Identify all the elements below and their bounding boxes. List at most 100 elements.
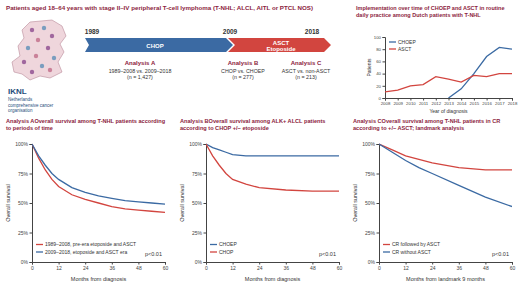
tick-label: 50% [192, 200, 203, 206]
tick-mark [204, 144, 207, 145]
legend-label: ASCT [398, 46, 411, 52]
tick: 2011 [419, 98, 429, 106]
tick: 0% [368, 259, 379, 265]
annotation: p<0.01 [145, 251, 162, 257]
axis-line [204, 145, 207, 263]
tick: 75% [18, 171, 32, 177]
tick-label: 60 [163, 265, 169, 271]
chart-title: Overall survival among T-NHL patients ac… [6, 118, 167, 131]
tick-label: 25% [365, 230, 376, 236]
axis-line [33, 263, 166, 265]
panel-label: Analysis C [353, 118, 382, 124]
tick: 2014 [457, 98, 467, 106]
tick-label: 60 [337, 265, 343, 271]
legend: CHOEPASCT [389, 39, 416, 52]
tick: 25% [18, 230, 32, 236]
tick: 0 [205, 262, 208, 271]
tick-label: 0% [368, 259, 376, 265]
chart-title: Implementation over time of CHOEP and AS… [356, 5, 506, 18]
tick: 0% [195, 259, 206, 265]
x-axis-title: Months from diagnosis [245, 276, 301, 282]
tick: 75% [192, 171, 206, 177]
tick-mark [383, 86, 386, 87]
tick: 50% [365, 200, 379, 206]
series-line [32, 144, 165, 212]
series-line [206, 144, 339, 156]
analysis-title: Analysis B [228, 60, 259, 66]
tick: 24 [257, 262, 263, 271]
analysis-text: (n = 277) [232, 74, 254, 80]
tick: 2010 [406, 98, 416, 106]
tick-mark [383, 61, 386, 62]
tick-label: 100 [374, 35, 382, 40]
tick: 50% [192, 200, 206, 206]
tick-label: 25% [18, 230, 29, 236]
tick-label: 2017 [495, 101, 505, 106]
tick: 60 [163, 262, 169, 271]
analysis-text: (n = 1,427) [127, 74, 153, 80]
tick: 60 [510, 262, 516, 271]
legend-label: 2009–2018, etoposide and ASCT era [45, 249, 127, 255]
tick-label: 24 [83, 265, 89, 271]
tick-mark [383, 98, 386, 99]
axis: 0% 25% 50% 75% 100% [362, 141, 379, 265]
map-dot [42, 26, 46, 30]
tick-label: 75% [18, 171, 29, 177]
axis-line [377, 145, 380, 263]
axis-line [207, 263, 340, 265]
tick: 2013 [444, 98, 454, 106]
plot-area [32, 144, 165, 212]
tick-label: 0 [205, 265, 208, 271]
analysis-text: CHOP vs. CHOEP [221, 68, 265, 74]
year: 2018 [305, 28, 320, 35]
axis: 0%25%50%75%100% [15, 141, 32, 265]
tick: 0 [378, 262, 381, 271]
series-line [449, 47, 513, 98]
x-axis-title: Year of diagnosis [429, 108, 468, 114]
page: Patients aged 18–64 years with stage II–… [0, 0, 520, 290]
phase-arrow [85, 38, 233, 52]
map-dot [48, 68, 52, 72]
tick-label: 2014 [457, 101, 467, 106]
tick-label: 100% [362, 141, 375, 147]
chart-title: Overall survival among T-NHL patients in… [353, 118, 502, 131]
tick-mark [30, 203, 33, 204]
tick-mark [204, 233, 207, 234]
tick: 24 [430, 262, 436, 271]
tick: 50% [18, 200, 32, 206]
series-line [385, 74, 512, 92]
panel-label: Analysis B [180, 118, 209, 124]
analysis-text: (n = 213) [295, 74, 317, 80]
map-dot [34, 54, 38, 58]
tick: 2017 [495, 98, 505, 106]
map-dot [36, 38, 40, 42]
tick-mark [377, 144, 380, 145]
tick-label: 75% [192, 171, 203, 177]
map-dot [46, 46, 50, 50]
y-axis-title: Patients [366, 58, 372, 77]
legend-label: CR followed by ASCT [392, 241, 440, 247]
tick-label: 50% [365, 200, 376, 206]
tick-label: 60 [376, 59, 381, 64]
axis: 020406080100 [374, 35, 386, 101]
logo-text: comprehensive cancer [8, 103, 54, 108]
x-axis-title: Months from diagnosis [71, 276, 127, 282]
map [12, 20, 66, 80]
chart: Implementation over time of CHOEP and AS… [356, 5, 518, 114]
tick: 100% [15, 141, 32, 147]
tick-label: 0 [379, 96, 382, 101]
tick-label: 48 [483, 265, 489, 271]
tick-label: 60 [510, 265, 516, 271]
map-shape [12, 20, 66, 80]
legend-swatch [389, 41, 396, 42]
year: 1989 [85, 28, 100, 35]
tick: 2018 [508, 98, 518, 106]
chart-title: Overall survival among ALK+ ALCL patient… [180, 118, 327, 131]
tick-label: 12 [230, 265, 236, 271]
tick-mark [204, 262, 207, 263]
tick-label: 75% [365, 171, 376, 177]
map-dot [26, 46, 30, 50]
tick: 2016 [482, 98, 492, 106]
tick: 20 [376, 84, 385, 89]
tick: 100 [374, 35, 385, 40]
